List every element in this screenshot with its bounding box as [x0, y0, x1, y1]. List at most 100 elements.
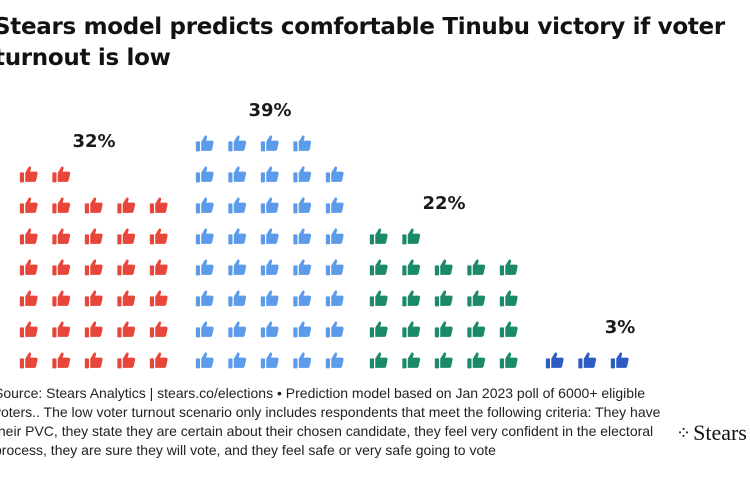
thumbs-up-icon — [228, 228, 247, 245]
thumbs-up-icon — [293, 290, 312, 307]
thumbs-up-icon — [434, 352, 453, 369]
thumbs-up-icon — [117, 352, 136, 369]
bar-group — [19, 166, 168, 369]
thumbs-up-icon — [149, 290, 168, 307]
thumbs-up-icon — [499, 321, 518, 338]
thumbs-up-icon — [149, 352, 168, 369]
thumbs-up-icon — [293, 228, 312, 245]
data-label: 22% — [422, 193, 465, 214]
thumbs-up-icon — [195, 197, 214, 214]
thumbs-up-icon — [325, 290, 344, 307]
thumbs-up-icon — [293, 197, 312, 214]
thumbs-up-icon — [402, 290, 421, 307]
thumbs-up-icon — [195, 166, 214, 183]
thumbs-up-icon — [84, 290, 103, 307]
thumbs-up-icon — [195, 352, 214, 369]
thumbs-up-icon — [149, 228, 168, 245]
thumbs-up-icon — [52, 197, 71, 214]
thumbs-up-icon — [369, 259, 388, 276]
thumbs-up-icon — [228, 352, 247, 369]
thumbs-up-icon — [369, 228, 388, 245]
thumbs-up-icon — [228, 197, 247, 214]
thumbs-up-icon — [117, 290, 136, 307]
thumbs-up-icon — [402, 321, 421, 338]
thumbs-up-icon — [325, 259, 344, 276]
stears-logo: ⁘ Stears — [676, 420, 747, 446]
thumbs-up-icon — [610, 352, 629, 369]
thumbs-up-icon — [195, 135, 214, 152]
thumbs-up-icon — [293, 259, 312, 276]
data-label: 3% — [605, 317, 636, 338]
thumbs-up-icon — [19, 197, 38, 214]
thumbs-up-icon — [84, 197, 103, 214]
thumbs-up-icon — [499, 259, 518, 276]
bar-group — [545, 352, 629, 369]
thumbs-up-icon — [228, 259, 247, 276]
thumbs-up-icon — [195, 290, 214, 307]
thumbs-up-icon — [84, 259, 103, 276]
thumbs-up-icon — [117, 228, 136, 245]
thumbs-up-icon — [149, 197, 168, 214]
thumbs-up-icon — [467, 259, 486, 276]
thumbs-up-icon — [260, 166, 279, 183]
bar-group — [195, 135, 344, 369]
thumbs-up-icon — [402, 259, 421, 276]
thumbs-up-icon — [467, 352, 486, 369]
thumbs-up-icon — [434, 290, 453, 307]
thumbs-up-icon — [19, 290, 38, 307]
stears-mark-icon: ⁘ — [676, 422, 692, 443]
thumbs-up-icon — [52, 290, 71, 307]
thumbs-up-icon — [499, 352, 518, 369]
thumbs-up-icon — [293, 321, 312, 338]
thumbs-up-icon — [499, 290, 518, 307]
thumbs-up-icon — [545, 352, 564, 369]
thumbs-up-icon — [195, 321, 214, 338]
chart-title: Stears model predicts comfortable Tinubu… — [0, 14, 725, 71]
thumbs-up-icon — [260, 259, 279, 276]
thumbs-up-icon — [52, 321, 71, 338]
thumbs-up-icon — [195, 228, 214, 245]
thumbs-up-icon — [84, 352, 103, 369]
source-note: Source: Stears Analytics | stears.co/ele… — [0, 385, 661, 458]
thumbs-up-icon — [325, 352, 344, 369]
thumbs-up-icon — [195, 259, 214, 276]
thumbs-up-icon — [260, 197, 279, 214]
thumbs-up-icon — [84, 228, 103, 245]
pictogram-chart: 32% 39% 22% 3% — [19, 100, 636, 369]
thumbs-up-icon — [19, 352, 38, 369]
thumbs-up-icon — [578, 352, 597, 369]
thumbs-up-icon — [369, 321, 388, 338]
thumbs-up-icon — [325, 321, 344, 338]
thumbs-up-icon — [434, 259, 453, 276]
thumbs-up-icon — [149, 259, 168, 276]
thumbs-up-icon — [52, 166, 71, 183]
thumbs-up-icon — [325, 228, 344, 245]
thumbs-up-icon — [19, 259, 38, 276]
thumbs-up-icon — [52, 259, 71, 276]
thumbs-up-icon — [19, 166, 38, 183]
thumbs-up-icon — [19, 228, 38, 245]
bar-group — [369, 228, 518, 369]
thumbs-up-icon — [260, 228, 279, 245]
data-label: 39% — [248, 100, 291, 121]
thumbs-up-icon — [260, 321, 279, 338]
thumbs-up-icon — [149, 321, 168, 338]
thumbs-up-icon — [52, 352, 71, 369]
thumbs-up-icon — [52, 228, 71, 245]
thumbs-up-icon — [228, 166, 247, 183]
data-label: 32% — [72, 131, 115, 152]
thumbs-up-icon — [117, 321, 136, 338]
thumbs-up-icon — [84, 321, 103, 338]
thumbs-up-icon — [228, 290, 247, 307]
thumbs-up-icon — [467, 290, 486, 307]
thumbs-up-icon — [117, 259, 136, 276]
thumbs-up-icon — [293, 135, 312, 152]
thumbs-up-icon — [402, 228, 421, 245]
thumbs-up-icon — [325, 197, 344, 214]
thumbs-up-icon — [369, 290, 388, 307]
thumbs-up-icon — [434, 321, 453, 338]
thumbs-up-icon — [228, 135, 247, 152]
thumbs-up-icon — [260, 290, 279, 307]
logo-text: Stears — [693, 420, 747, 445]
thumbs-up-icon — [293, 352, 312, 369]
